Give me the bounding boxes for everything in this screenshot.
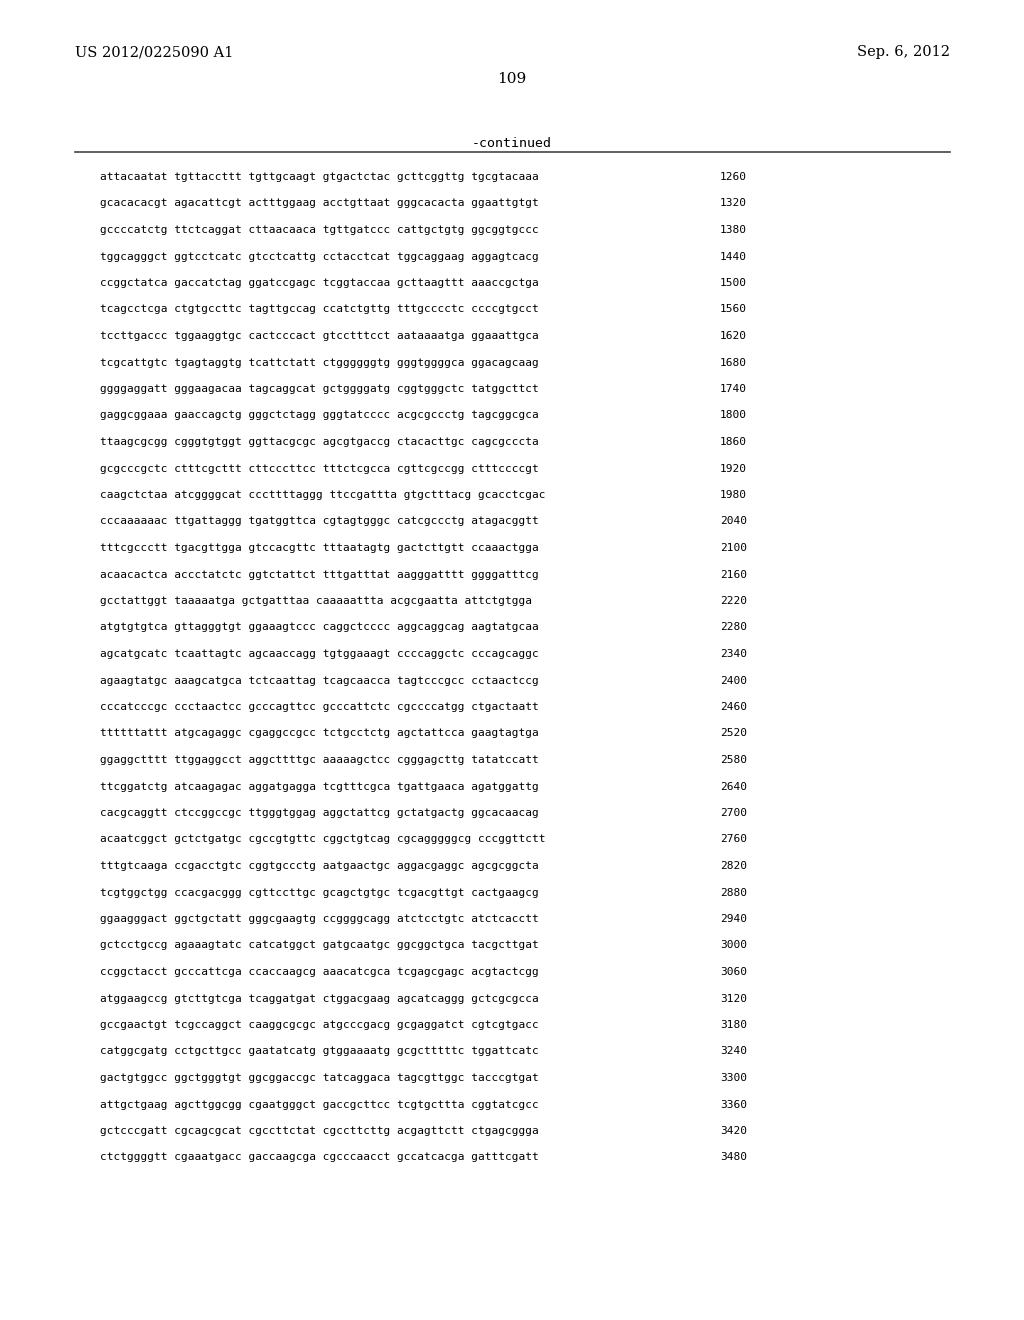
Text: agcatgcatc tcaattagtc agcaaccagg tgtggaaagt ccccaggctc cccagcaggc: agcatgcatc tcaattagtc agcaaccagg tgtggaa… (100, 649, 539, 659)
Text: 3360: 3360 (720, 1100, 746, 1110)
Text: gctcccgatt cgcagcgcat cgccttctat cgccttcttg acgagttctt ctgagcggga: gctcccgatt cgcagcgcat cgccttctat cgccttc… (100, 1126, 539, 1137)
Text: US 2012/0225090 A1: US 2012/0225090 A1 (75, 45, 233, 59)
Text: 1860: 1860 (720, 437, 746, 447)
Text: gaggcggaaa gaaccagctg gggctctagg gggtatcccc acgcgccctg tagcggcgca: gaggcggaaa gaaccagctg gggctctagg gggtatc… (100, 411, 539, 421)
Text: 2400: 2400 (720, 676, 746, 685)
Text: 2820: 2820 (720, 861, 746, 871)
Text: 3420: 3420 (720, 1126, 746, 1137)
Text: 109: 109 (498, 73, 526, 86)
Text: ttcggatctg atcaagagac aggatgagga tcgtttcgca tgattgaaca agatggattg: ttcggatctg atcaagagac aggatgagga tcgtttc… (100, 781, 539, 792)
Text: 3480: 3480 (720, 1152, 746, 1163)
Text: atgtgtgtca gttagggtgt ggaaagtccc caggctcccc aggcaggcag aagtatgcaa: atgtgtgtca gttagggtgt ggaaagtccc caggctc… (100, 623, 539, 632)
Text: gcctattggt taaaaatga gctgatttaa caaaaattta acgcgaatta attctgtgga: gcctattggt taaaaatga gctgatttaa caaaaatt… (100, 597, 532, 606)
Text: gactgtggcc ggctgggtgt ggcggaccgc tatcaggaca tagcgttggc tacccgtgat: gactgtggcc ggctgggtgt ggcggaccgc tatcagg… (100, 1073, 539, 1082)
Text: 2700: 2700 (720, 808, 746, 818)
Text: -continued: -continued (472, 137, 552, 150)
Text: 2340: 2340 (720, 649, 746, 659)
Text: tcagcctcga ctgtgccttc tagttgccag ccatctgttg tttgcccctc ccccgtgcct: tcagcctcga ctgtgccttc tagttgccag ccatctg… (100, 305, 539, 314)
Text: 2580: 2580 (720, 755, 746, 766)
Text: 3060: 3060 (720, 968, 746, 977)
Text: 1740: 1740 (720, 384, 746, 393)
Text: acaatcggct gctctgatgc cgccgtgttc cggctgtcag cgcagggggcg cccggttctt: acaatcggct gctctgatgc cgccgtgttc cggctgt… (100, 834, 546, 845)
Text: 2760: 2760 (720, 834, 746, 845)
Text: 1680: 1680 (720, 358, 746, 367)
Text: ttttttattt atgcagaggc cgaggccgcc tctgcctctg agctattcca gaagtagtga: ttttttattt atgcagaggc cgaggccgcc tctgcct… (100, 729, 539, 738)
Text: tggcagggct ggtcctcatc gtcctcattg cctacctcat tggcaggaag aggagtcacg: tggcagggct ggtcctcatc gtcctcattg cctacct… (100, 252, 539, 261)
Text: gctcctgccg agaaagtatc catcatggct gatgcaatgc ggcggctgca tacgcttgat: gctcctgccg agaaagtatc catcatggct gatgcaa… (100, 940, 539, 950)
Text: agaagtatgc aaagcatgca tctcaattag tcagcaacca tagtcccgcc cctaactccg: agaagtatgc aaagcatgca tctcaattag tcagcaa… (100, 676, 539, 685)
Text: attacaatat tgttaccttt tgttgcaagt gtgactctac gcttcggttg tgcgtacaaa: attacaatat tgttaccttt tgttgcaagt gtgactc… (100, 172, 539, 182)
Text: atggaagccg gtcttgtcga tcaggatgat ctggacgaag agcatcaggg gctcgcgcca: atggaagccg gtcttgtcga tcaggatgat ctggacg… (100, 994, 539, 1003)
Text: 2040: 2040 (720, 516, 746, 527)
Text: ccggctatca gaccatctag ggatccgagc tcggtaccaa gcttaagttt aaaccgctga: ccggctatca gaccatctag ggatccgagc tcggtac… (100, 279, 539, 288)
Text: 2280: 2280 (720, 623, 746, 632)
Text: 1260: 1260 (720, 172, 746, 182)
Text: ggaggctttt ttggaggcct aggcttttgc aaaaagctcc cgggagcttg tatatccatt: ggaggctttt ttggaggcct aggcttttgc aaaaagc… (100, 755, 539, 766)
Text: 3300: 3300 (720, 1073, 746, 1082)
Text: 1920: 1920 (720, 463, 746, 474)
Text: 3240: 3240 (720, 1047, 746, 1056)
Text: 1500: 1500 (720, 279, 746, 288)
Text: gcacacacgt agacattcgt actttggaag acctgttaat gggcacacta ggaattgtgt: gcacacacgt agacattcgt actttggaag acctgtt… (100, 198, 539, 209)
Text: tttcgccctt tgacgttgga gtccacgttc tttaatagtg gactcttgtt ccaaactgga: tttcgccctt tgacgttgga gtccacgttc tttaata… (100, 543, 539, 553)
Text: tttgtcaaga ccgacctgtc cggtgccctg aatgaactgc aggacgaggc agcgcggcta: tttgtcaaga ccgacctgtc cggtgccctg aatgaac… (100, 861, 539, 871)
Text: catggcgatg cctgcttgcc gaatatcatg gtggaaaatg gcgctttttc tggattcatc: catggcgatg cctgcttgcc gaatatcatg gtggaaa… (100, 1047, 539, 1056)
Text: 1620: 1620 (720, 331, 746, 341)
Text: cccaaaaaac ttgattaggg tgatggttca cgtagtgggc catcgccctg atagacggtt: cccaaaaaac ttgattaggg tgatggttca cgtagtg… (100, 516, 539, 527)
Text: 2160: 2160 (720, 569, 746, 579)
Text: 2880: 2880 (720, 887, 746, 898)
Text: 2220: 2220 (720, 597, 746, 606)
Text: acaacactca accctatctc ggtctattct tttgatttat aagggatttt ggggatttcg: acaacactca accctatctc ggtctattct tttgatt… (100, 569, 539, 579)
Text: attgctgaag agcttggcgg cgaatgggct gaccgcttcc tcgtgcttta cggtatcgcc: attgctgaag agcttggcgg cgaatgggct gaccgct… (100, 1100, 539, 1110)
Text: tcgcattgtc tgagtaggtg tcattctatt ctggggggtg gggtggggca ggacagcaag: tcgcattgtc tgagtaggtg tcattctatt ctggggg… (100, 358, 539, 367)
Text: gcgcccgctc ctttcgcttt cttcccttcc tttctcgcca cgttcgccgg ctttccccgt: gcgcccgctc ctttcgcttt cttcccttcc tttctcg… (100, 463, 539, 474)
Text: ctctggggtt cgaaatgacc gaccaagcga cgcccaacct gccatcacga gatttcgatt: ctctggggtt cgaaatgacc gaccaagcga cgcccaa… (100, 1152, 539, 1163)
Text: 3180: 3180 (720, 1020, 746, 1030)
Text: cccatcccgc ccctaactcc gcccagttcc gcccattctc cgccccatgg ctgactaatt: cccatcccgc ccctaactcc gcccagttcc gcccatt… (100, 702, 539, 711)
Text: ggaagggact ggctgctatt gggcgaagtg ccggggcagg atctcctgtc atctcacctt: ggaagggact ggctgctatt gggcgaagtg ccggggc… (100, 913, 539, 924)
Text: 1980: 1980 (720, 490, 746, 500)
Text: 1320: 1320 (720, 198, 746, 209)
Text: 3120: 3120 (720, 994, 746, 1003)
Text: tcgtggctgg ccacgacggg cgttccttgc gcagctgtgc tcgacgttgt cactgaagcg: tcgtggctgg ccacgacggg cgttccttgc gcagctg… (100, 887, 539, 898)
Text: 3000: 3000 (720, 940, 746, 950)
Text: Sep. 6, 2012: Sep. 6, 2012 (857, 45, 950, 59)
Text: ccggctacct gcccattcga ccaccaagcg aaacatcgca tcgagcgagc acgtactcgg: ccggctacct gcccattcga ccaccaagcg aaacatc… (100, 968, 539, 977)
Text: 2640: 2640 (720, 781, 746, 792)
Text: 1380: 1380 (720, 224, 746, 235)
Text: 2460: 2460 (720, 702, 746, 711)
Text: caagctctaa atcggggcat cccttttaggg ttccgattta gtgctttacg gcacctcgac: caagctctaa atcggggcat cccttttaggg ttccga… (100, 490, 546, 500)
Text: 1440: 1440 (720, 252, 746, 261)
Text: tccttgaccc tggaaggtgc cactcccact gtcctttcct aataaaatga ggaaattgca: tccttgaccc tggaaggtgc cactcccact gtccttt… (100, 331, 539, 341)
Text: 1800: 1800 (720, 411, 746, 421)
Text: 2520: 2520 (720, 729, 746, 738)
Text: cacgcaggtt ctccggccgc ttgggtggag aggctattcg gctatgactg ggcacaacag: cacgcaggtt ctccggccgc ttgggtggag aggctat… (100, 808, 539, 818)
Text: gccgaactgt tcgccaggct caaggcgcgc atgcccgacg gcgaggatct cgtcgtgacc: gccgaactgt tcgccaggct caaggcgcgc atgcccg… (100, 1020, 539, 1030)
Text: 2100: 2100 (720, 543, 746, 553)
Text: ggggaggatt gggaagacaa tagcaggcat gctggggatg cggtgggctc tatggcttct: ggggaggatt gggaagacaa tagcaggcat gctgggg… (100, 384, 539, 393)
Text: 1560: 1560 (720, 305, 746, 314)
Text: 2940: 2940 (720, 913, 746, 924)
Text: gccccatctg ttctcaggat cttaacaaca tgttgatccc cattgctgtg ggcggtgccc: gccccatctg ttctcaggat cttaacaaca tgttgat… (100, 224, 539, 235)
Text: ttaagcgcgg cgggtgtggt ggttacgcgc agcgtgaccg ctacacttgc cagcgcccta: ttaagcgcgg cgggtgtggt ggttacgcgc agcgtga… (100, 437, 539, 447)
